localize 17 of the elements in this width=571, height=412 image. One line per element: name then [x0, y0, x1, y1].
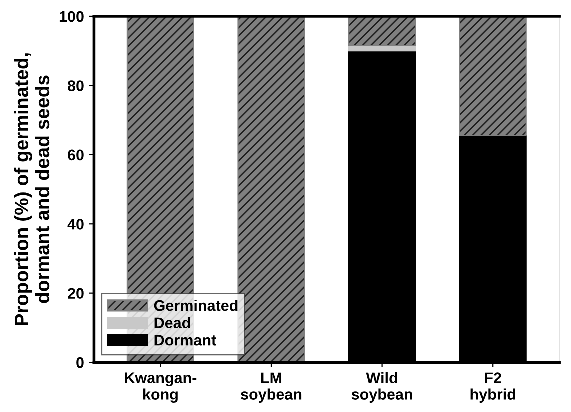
- legend-label: Dormant: [154, 335, 216, 346]
- x-tick-label: F2 hybrid: [470, 372, 516, 403]
- x-tick-label: LM soybean: [241, 372, 302, 403]
- x-tick-label: Wild soybean: [352, 372, 412, 403]
- y-tick-label: 40: [68, 218, 84, 230]
- y-tick-label: 80: [68, 80, 84, 92]
- legend-label: Dead: [154, 317, 190, 328]
- y-axis-title: Proportion (%) of germinated, dormant and dead seeds: [14, 54, 50, 326]
- y-tick-label: 100: [60, 11, 84, 22]
- bar: [459, 16, 527, 136]
- y-tick-label: 60: [68, 150, 84, 161]
- bar: [348, 16, 416, 46]
- y-tick-label: 20: [68, 288, 84, 300]
- bar: [238, 16, 306, 363]
- legend-label: Germinated: [154, 300, 238, 312]
- y-tick-label: 0: [76, 357, 84, 368]
- x-tick-label: Kwangan- kong: [125, 372, 197, 404]
